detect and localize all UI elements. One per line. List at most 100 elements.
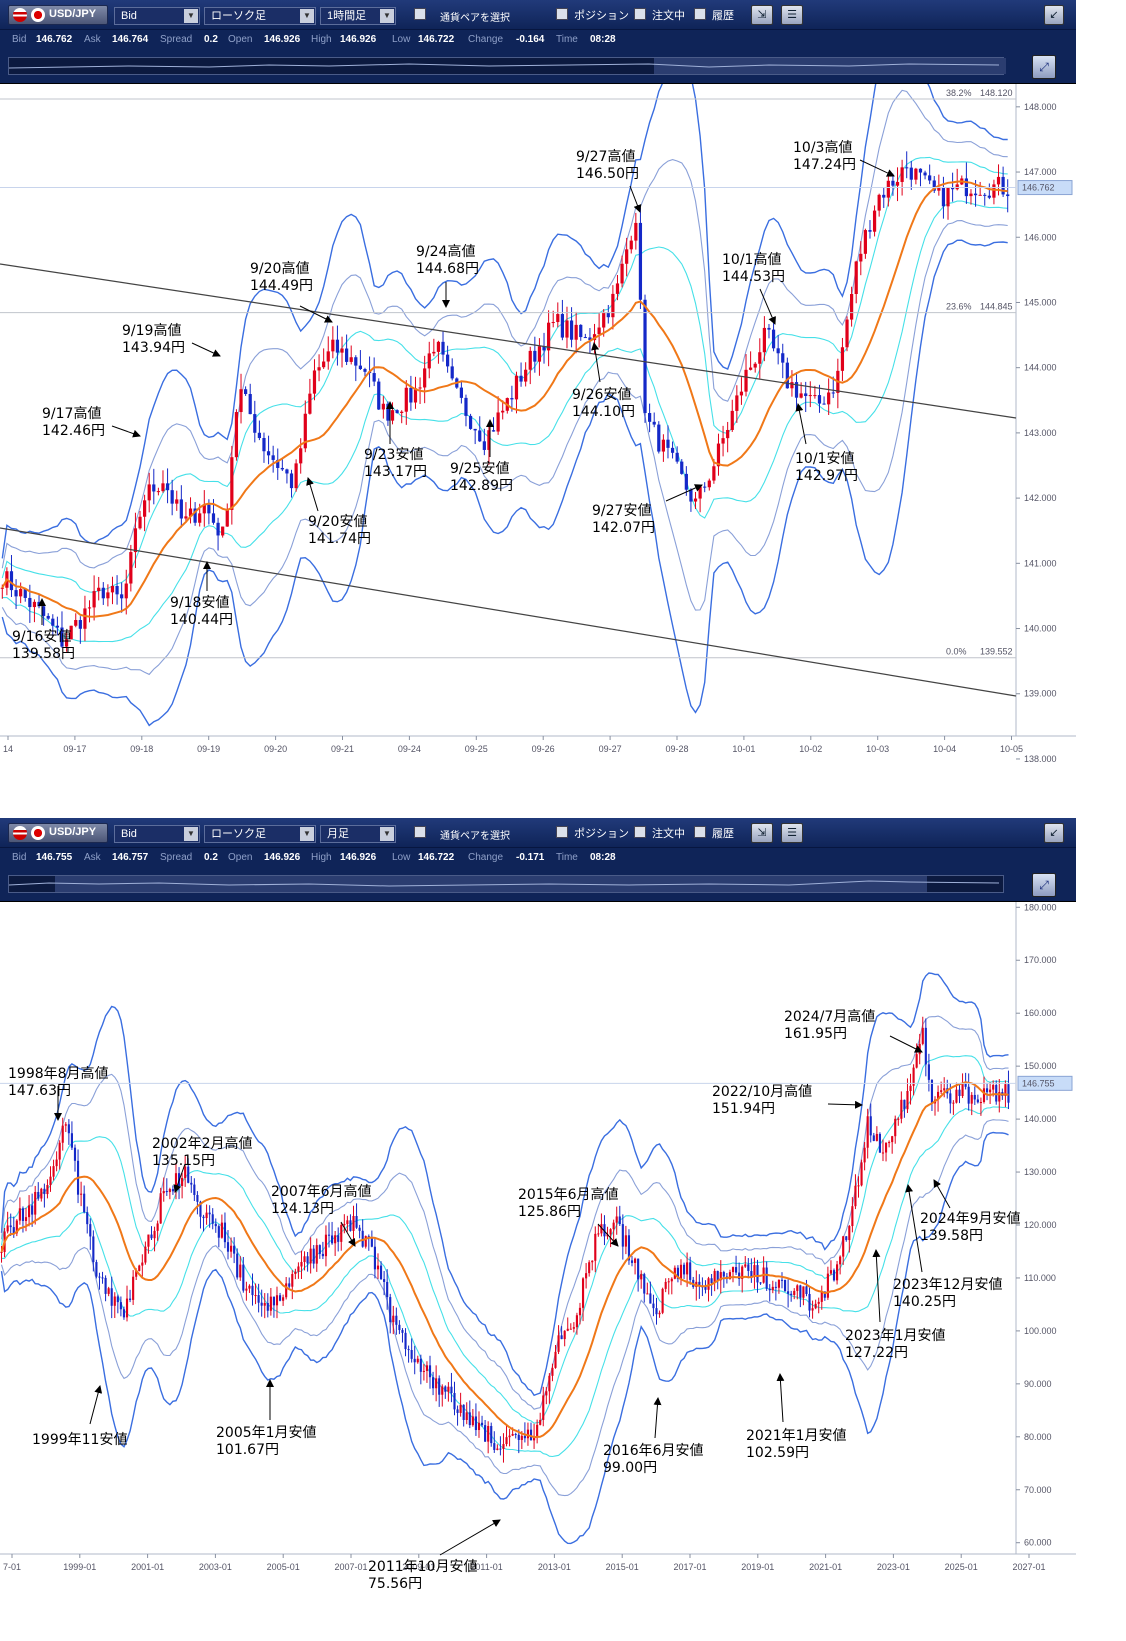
candle-body: [895, 181, 900, 186]
candle-body: [474, 1416, 477, 1431]
candle-body: [46, 615, 50, 619]
chart-list-icon[interactable]: ☰: [781, 823, 803, 843]
ask-label: Ask: [84, 34, 101, 45]
candle-body: [739, 391, 744, 396]
candle-body: [618, 1216, 621, 1225]
candle-body: [21, 1208, 25, 1221]
x-tick-label: 2015-01: [606, 1562, 639, 1572]
y-tick-label: 146.000: [1024, 232, 1057, 242]
collapse-icon[interactable]: ↙: [1044, 5, 1064, 25]
annotation-label: 2024年9月安値: [920, 1211, 1021, 1227]
candle-body: [658, 1312, 661, 1315]
currency-pair-selector[interactable]: USD/JPY: [8, 5, 108, 25]
chart-list-icon[interactable]: ☰: [781, 5, 803, 25]
timeframe-select[interactable]: 1時間足 ▼: [320, 7, 396, 25]
chart-scrollbar[interactable]: [8, 875, 1004, 893]
candle-body: [675, 452, 679, 462]
annotation-price: 142.97円: [795, 468, 858, 484]
candle-body: [627, 1235, 631, 1261]
candle-body: [868, 230, 872, 232]
candle-body: [208, 1212, 211, 1215]
bollinger-band-2sd-lower: [0, 1119, 1009, 1497]
candle-body: [909, 1085, 912, 1092]
candle-body: [86, 1212, 89, 1225]
candle-body: [291, 1274, 294, 1287]
currency-select-label: 通貨ペアを選択: [440, 13, 510, 24]
candle-body: [524, 369, 528, 382]
candle-body: [395, 410, 399, 413]
orders-label: 注文中: [652, 10, 685, 22]
candle-body: [992, 184, 996, 198]
candle-body: [982, 1088, 986, 1102]
price-type-select[interactable]: Bid ▼: [114, 825, 200, 843]
currency-select-checkbox[interactable]: [414, 826, 426, 838]
candle-body: [578, 1307, 582, 1316]
low-label: Low: [392, 852, 411, 863]
annotation-label: 9/19高値: [122, 322, 181, 339]
candle-body: [704, 1286, 707, 1290]
orders-checkbox[interactable]: [634, 8, 646, 20]
candle-body: [569, 320, 574, 340]
candle-body: [539, 1419, 542, 1425]
x-tick-label: 2025-01: [945, 1562, 978, 1572]
candle-body: [225, 509, 229, 527]
orders-checkbox[interactable]: [634, 826, 646, 838]
candle-body: [955, 1089, 958, 1103]
candle-body: [652, 421, 656, 425]
currency-select-checkbox[interactable]: [414, 8, 426, 20]
candle-body: [262, 438, 266, 452]
history-checkbox[interactable]: [694, 8, 706, 20]
candle-body: [557, 1335, 560, 1352]
zoom-icon[interactable]: ⤢: [1032, 55, 1056, 79]
candle-body: [918, 168, 923, 173]
candle-body: [28, 1205, 31, 1218]
candle-body: [888, 1142, 891, 1144]
annotation-price: 143.94円: [122, 340, 185, 356]
annotation-price: 143.17円: [364, 464, 427, 480]
candle-body: [15, 1220, 18, 1234]
chart-settings-icon[interactable]: ⇲: [751, 823, 773, 843]
chart-type-select[interactable]: ローソク足 ▼: [204, 825, 316, 843]
monthly-candlestick-chart: 180.000 170.000 160.000 150.000 140.000 130.0…: [0, 902, 1076, 1638]
candle-body: [565, 320, 569, 338]
annotation-arrow: [653, 1397, 662, 1439]
annotation-arrow: [191, 342, 221, 357]
candle-body: [143, 500, 147, 517]
candle-body: [418, 387, 422, 389]
y-tick-label: 160.000: [1024, 1008, 1057, 1018]
candle-body: [297, 1266, 300, 1272]
scrollbar-thumb[interactable]: [55, 876, 927, 892]
candle-body: [575, 1315, 578, 1328]
timeframe-select[interactable]: 月足 ▼: [320, 825, 396, 843]
candle-body: [909, 167, 913, 180]
chart-settings-icon[interactable]: ⇲: [751, 5, 773, 25]
chart-scrollbar[interactable]: [8, 57, 1006, 75]
us-flag-icon: [13, 8, 27, 22]
currency-pair-selector[interactable]: USD/JPY: [8, 823, 108, 843]
candle-body: [508, 1435, 511, 1438]
candle-body: [914, 168, 918, 180]
currency-pair-label: USD/JPY: [49, 826, 97, 838]
candle-body: [392, 1315, 395, 1323]
candle-body: [34, 1191, 37, 1215]
chart-type-select[interactable]: ローソク足 ▼: [204, 7, 316, 25]
candle-body: [389, 1297, 392, 1323]
collapse-icon[interactable]: ↙: [1044, 823, 1064, 843]
annotation-arrow: [665, 484, 703, 502]
position-checkbox[interactable]: [556, 826, 568, 838]
annotation-arrow: [340, 1221, 356, 1247]
x-tick-label: 09-17: [63, 744, 86, 754]
trendline-upper: [0, 263, 1017, 419]
candle-body: [324, 1234, 328, 1257]
candle-body: [379, 1265, 383, 1280]
candle-body: [153, 1230, 156, 1239]
zoom-icon[interactable]: ⤢: [1032, 873, 1056, 897]
history-checkbox[interactable]: [694, 826, 706, 838]
candle-body: [12, 1227, 15, 1234]
position-checkbox[interactable]: [556, 8, 568, 20]
price-type-select[interactable]: Bid ▼: [114, 7, 200, 25]
candle-body: [955, 184, 959, 190]
